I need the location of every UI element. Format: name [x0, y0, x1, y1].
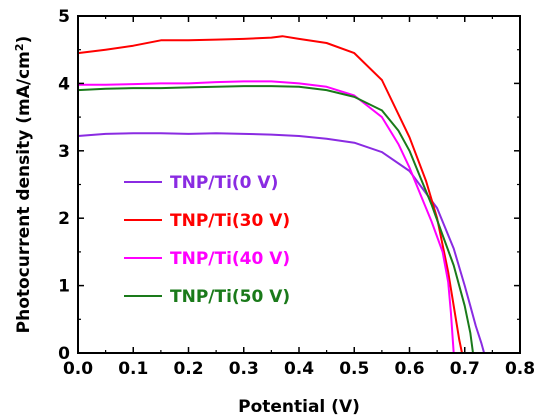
series-line-2 — [78, 80, 455, 354]
y-tick-label: 2 — [58, 209, 70, 229]
x-tick-label: 0.4 — [284, 359, 314, 379]
legend-label-3: TNP/Ti(50 V) — [170, 287, 290, 307]
series-line-1 — [77, 35, 463, 354]
y-axis-title-superscript: 2 — [13, 43, 26, 51]
y-axis-title: Photocurrent density (mA/cm2) — [13, 36, 35, 334]
legend: TNP/Ti(0 V) TNP/Ti(30 V) TNP/Ti(40 V) TNP/T… — [124, 173, 290, 307]
y-axis-title-close: ) — [14, 36, 34, 44]
series-line-0 — [77, 132, 486, 354]
x-tick-label: 0.7 — [450, 359, 480, 379]
x-tick-label: 0.0 — [63, 359, 93, 379]
x-tick-label: 0.1 — [118, 359, 148, 379]
x-tick-label: 0.5 — [339, 359, 369, 379]
x-tick-label: 0.8 — [505, 359, 535, 379]
y-axis-title-main: Photocurrent density (mA/cm — [14, 51, 34, 333]
x-axis-title: Potential (V) — [238, 397, 360, 417]
legend-label-1: TNP/Ti(30 V) — [170, 211, 290, 231]
axis-ticks-layer: 0.0 0.1 0.2 0.3 0.4 0.5 0.6 0.7 0.8 0 1 2 3 4 5 — [58, 7, 535, 379]
y-tick-label: 0 — [58, 344, 70, 364]
y-tick-label: 5 — [58, 7, 70, 27]
x-tick-label: 0.2 — [173, 359, 203, 379]
y-tick-label: 3 — [58, 142, 70, 162]
series-line-3 — [77, 85, 474, 354]
x-tick-label: 0.6 — [394, 359, 424, 379]
y-tick-label: 1 — [58, 277, 70, 297]
series-lines-layer — [77, 35, 486, 354]
y-tick-label: 4 — [58, 74, 70, 94]
legend-label-0: TNP/Ti(0 V) — [170, 173, 278, 193]
x-tick-label: 0.3 — [229, 359, 259, 379]
legend-label-2: TNP/Ti(40 V) — [170, 249, 290, 269]
